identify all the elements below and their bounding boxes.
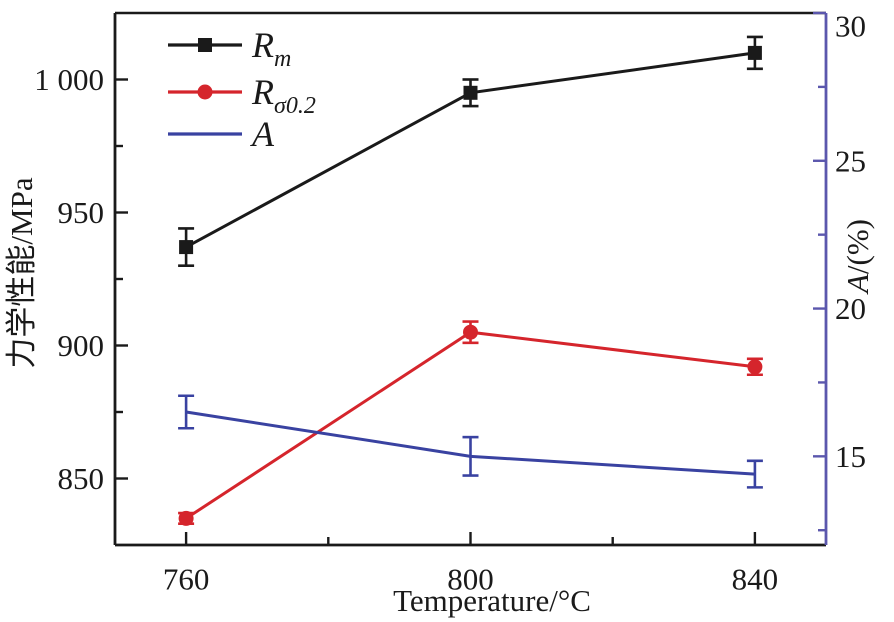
legend-item-Rm: Rm xyxy=(168,25,291,72)
series-Rsigma0.2-marker-circle xyxy=(463,324,478,340)
series-Rsigma0.2-marker-circle xyxy=(747,359,763,375)
y-left-tick-label: 950 xyxy=(58,195,105,230)
x-tick-label: 760 xyxy=(163,562,210,597)
legend-Rm-marker-square xyxy=(198,38,212,52)
legend-label-Rsigma0.2: Rσ0.2 xyxy=(251,72,316,119)
series-Rm-marker-square xyxy=(747,45,762,60)
legend-Rsigma0.2-marker-circle xyxy=(197,84,213,100)
y-right-tick-label: 30 xyxy=(835,9,866,44)
y-right-tick-label: 25 xyxy=(835,143,866,178)
x-axis-title: Temperature/°C xyxy=(393,583,591,618)
series-Rm-marker-square xyxy=(463,85,478,100)
series-A-line xyxy=(185,410,755,476)
x-tick-label: 840 xyxy=(732,562,779,597)
legend-item-A: A xyxy=(168,114,275,154)
y-right-axis-title: A/(%) xyxy=(840,219,875,295)
legend-label-A: A xyxy=(250,114,275,154)
series-Rm-marker-square xyxy=(179,240,194,255)
legend-label-Rm: Rm xyxy=(251,25,291,72)
series-Rm xyxy=(178,35,763,268)
series-Rsigma0.2-marker-circle xyxy=(178,510,194,526)
legend-item-Rsigma0.2: Rσ0.2 xyxy=(168,72,316,119)
y-left-tick-label: 900 xyxy=(58,328,105,363)
y-right-tick-label: 20 xyxy=(835,291,866,326)
y-right-tick-label: 15 xyxy=(835,439,866,474)
series-A xyxy=(178,394,763,489)
series-Rsigma0.2 xyxy=(178,320,763,526)
y-left-tick-label: 850 xyxy=(58,461,105,496)
y-left-tick-label: 1 000 xyxy=(34,62,104,97)
y-left-axis-title: 力学性能/MPa xyxy=(4,177,39,368)
x-tick-label: 800 xyxy=(447,562,494,597)
